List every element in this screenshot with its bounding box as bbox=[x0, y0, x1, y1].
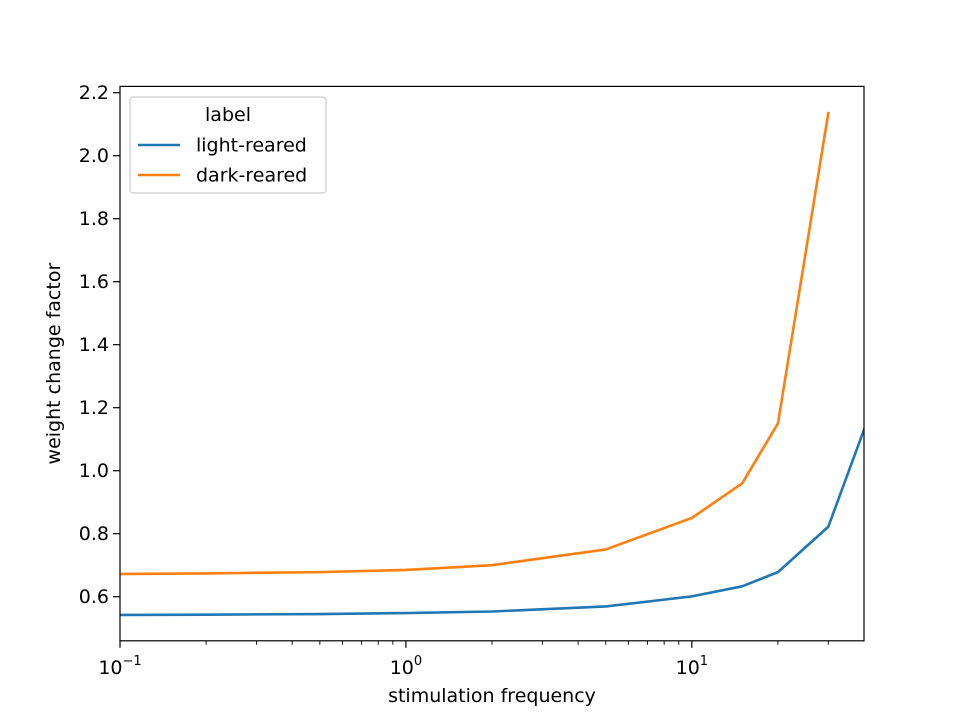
legend: label light-reared dark-reared bbox=[129, 96, 327, 194]
y-axis: 0.6 0.8 1.0 1.2 1.4 1.6 1.8 2.0 2.2 bbox=[79, 82, 120, 608]
y-tick-label: 1.6 bbox=[79, 271, 109, 293]
y-tick-label: 1.0 bbox=[79, 460, 109, 482]
y-tick-label: 2.2 bbox=[79, 82, 109, 104]
series-line-light-reared bbox=[120, 428, 864, 617]
y-tick-label: 0.8 bbox=[79, 523, 109, 545]
legend-title: label bbox=[205, 104, 251, 126]
x-axis: 10−1 100 101 bbox=[98, 640, 829, 679]
y-axis-title: weight change factor bbox=[43, 263, 65, 465]
series-line-dark-reared bbox=[120, 111, 830, 576]
legend-label: dark-reared bbox=[196, 165, 307, 187]
y-tick-label: 0.6 bbox=[79, 586, 109, 608]
legend-label: light-reared bbox=[196, 135, 307, 157]
x-axis-title: stimulation frequency bbox=[388, 685, 596, 707]
x-tick-label: 100 bbox=[390, 654, 422, 679]
y-tick-label: 1.8 bbox=[79, 208, 109, 230]
x-tick-label: 10−1 bbox=[98, 654, 141, 679]
y-tick-label: 1.4 bbox=[79, 334, 109, 356]
series-layer bbox=[120, 111, 864, 617]
legend-box bbox=[129, 96, 327, 194]
x-tick-label: 101 bbox=[676, 654, 708, 679]
y-tick-label: 2.0 bbox=[79, 145, 109, 167]
y-tick-label: 1.2 bbox=[79, 397, 109, 419]
